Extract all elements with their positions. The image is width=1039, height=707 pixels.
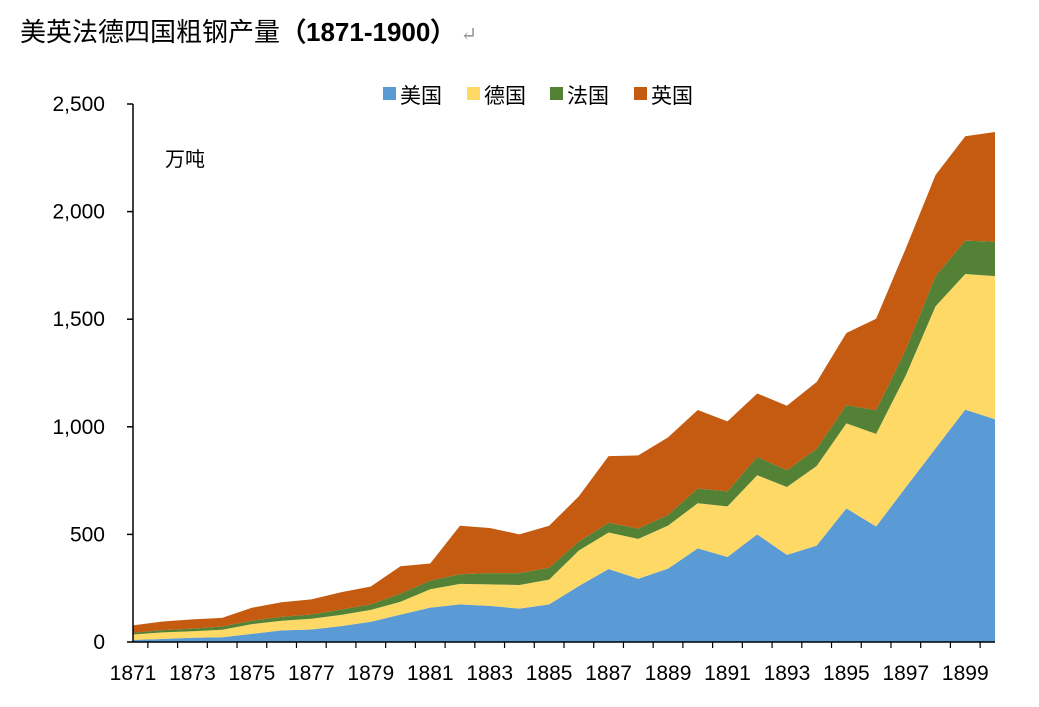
area-series-4 — [133, 131, 995, 633]
y-tick-label: 2,500 — [52, 93, 105, 116]
area-series-2 — [133, 274, 995, 640]
unit-label: 万吨 — [165, 147, 205, 171]
legend-swatch-1 — [383, 87, 396, 100]
area-series-3 — [133, 240, 995, 635]
legend-swatch-4 — [634, 87, 647, 100]
x-tick-label: 1891 — [704, 662, 751, 685]
y-tick-label: 0 — [93, 631, 105, 654]
x-tick-label: 1875 — [229, 662, 276, 685]
legend-label-3: 法国 — [567, 84, 609, 108]
x-tick-label: 1877 — [288, 662, 335, 685]
chart-title-years: （1871-1900） — [280, 17, 457, 47]
y-tick-label: 1,000 — [52, 416, 105, 439]
x-tick-label: 1897 — [882, 662, 929, 685]
y-tick-label: 2,000 — [52, 201, 105, 224]
return-icon: ↵ — [460, 22, 478, 46]
legend-label-4: 英国 — [651, 84, 693, 108]
legend-label-2: 德国 — [484, 84, 526, 108]
x-tick-label: 1893 — [764, 662, 811, 685]
y-tick-label: 1,500 — [52, 308, 105, 331]
legend-label-1: 美国 — [400, 84, 442, 108]
x-tick-label: 1885 — [526, 662, 573, 685]
x-tick-label: 1887 — [585, 662, 632, 685]
legend-swatch-2 — [467, 87, 480, 100]
x-tick-label: 1883 — [466, 662, 513, 685]
x-tick-label: 1889 — [645, 662, 692, 685]
legend-swatch-3 — [550, 87, 563, 100]
x-tick-label: 1871 — [110, 662, 157, 685]
area-series-1 — [133, 409, 995, 642]
chart-title-main: 美英法德四国粗钢产量 — [20, 18, 281, 48]
legend: 美国 德国 法国 英国 — [383, 84, 693, 108]
axes-group: 0 500 1,000 1,500 2,000 2,500 1871 1873 1875 1877… — [52, 93, 995, 685]
y-tick-label: 500 — [70, 523, 105, 546]
x-tick-label: 1899 — [942, 662, 989, 685]
x-tick-label: 1879 — [347, 662, 394, 685]
area-series-group — [133, 131, 995, 642]
x-tick-label: 1895 — [823, 662, 870, 685]
chart-title: 美英法德四国粗钢产量（1871-1900） ↵ — [20, 12, 477, 49]
x-tick-label: 1881 — [407, 662, 454, 685]
x-tick-label: 1873 — [169, 662, 216, 685]
